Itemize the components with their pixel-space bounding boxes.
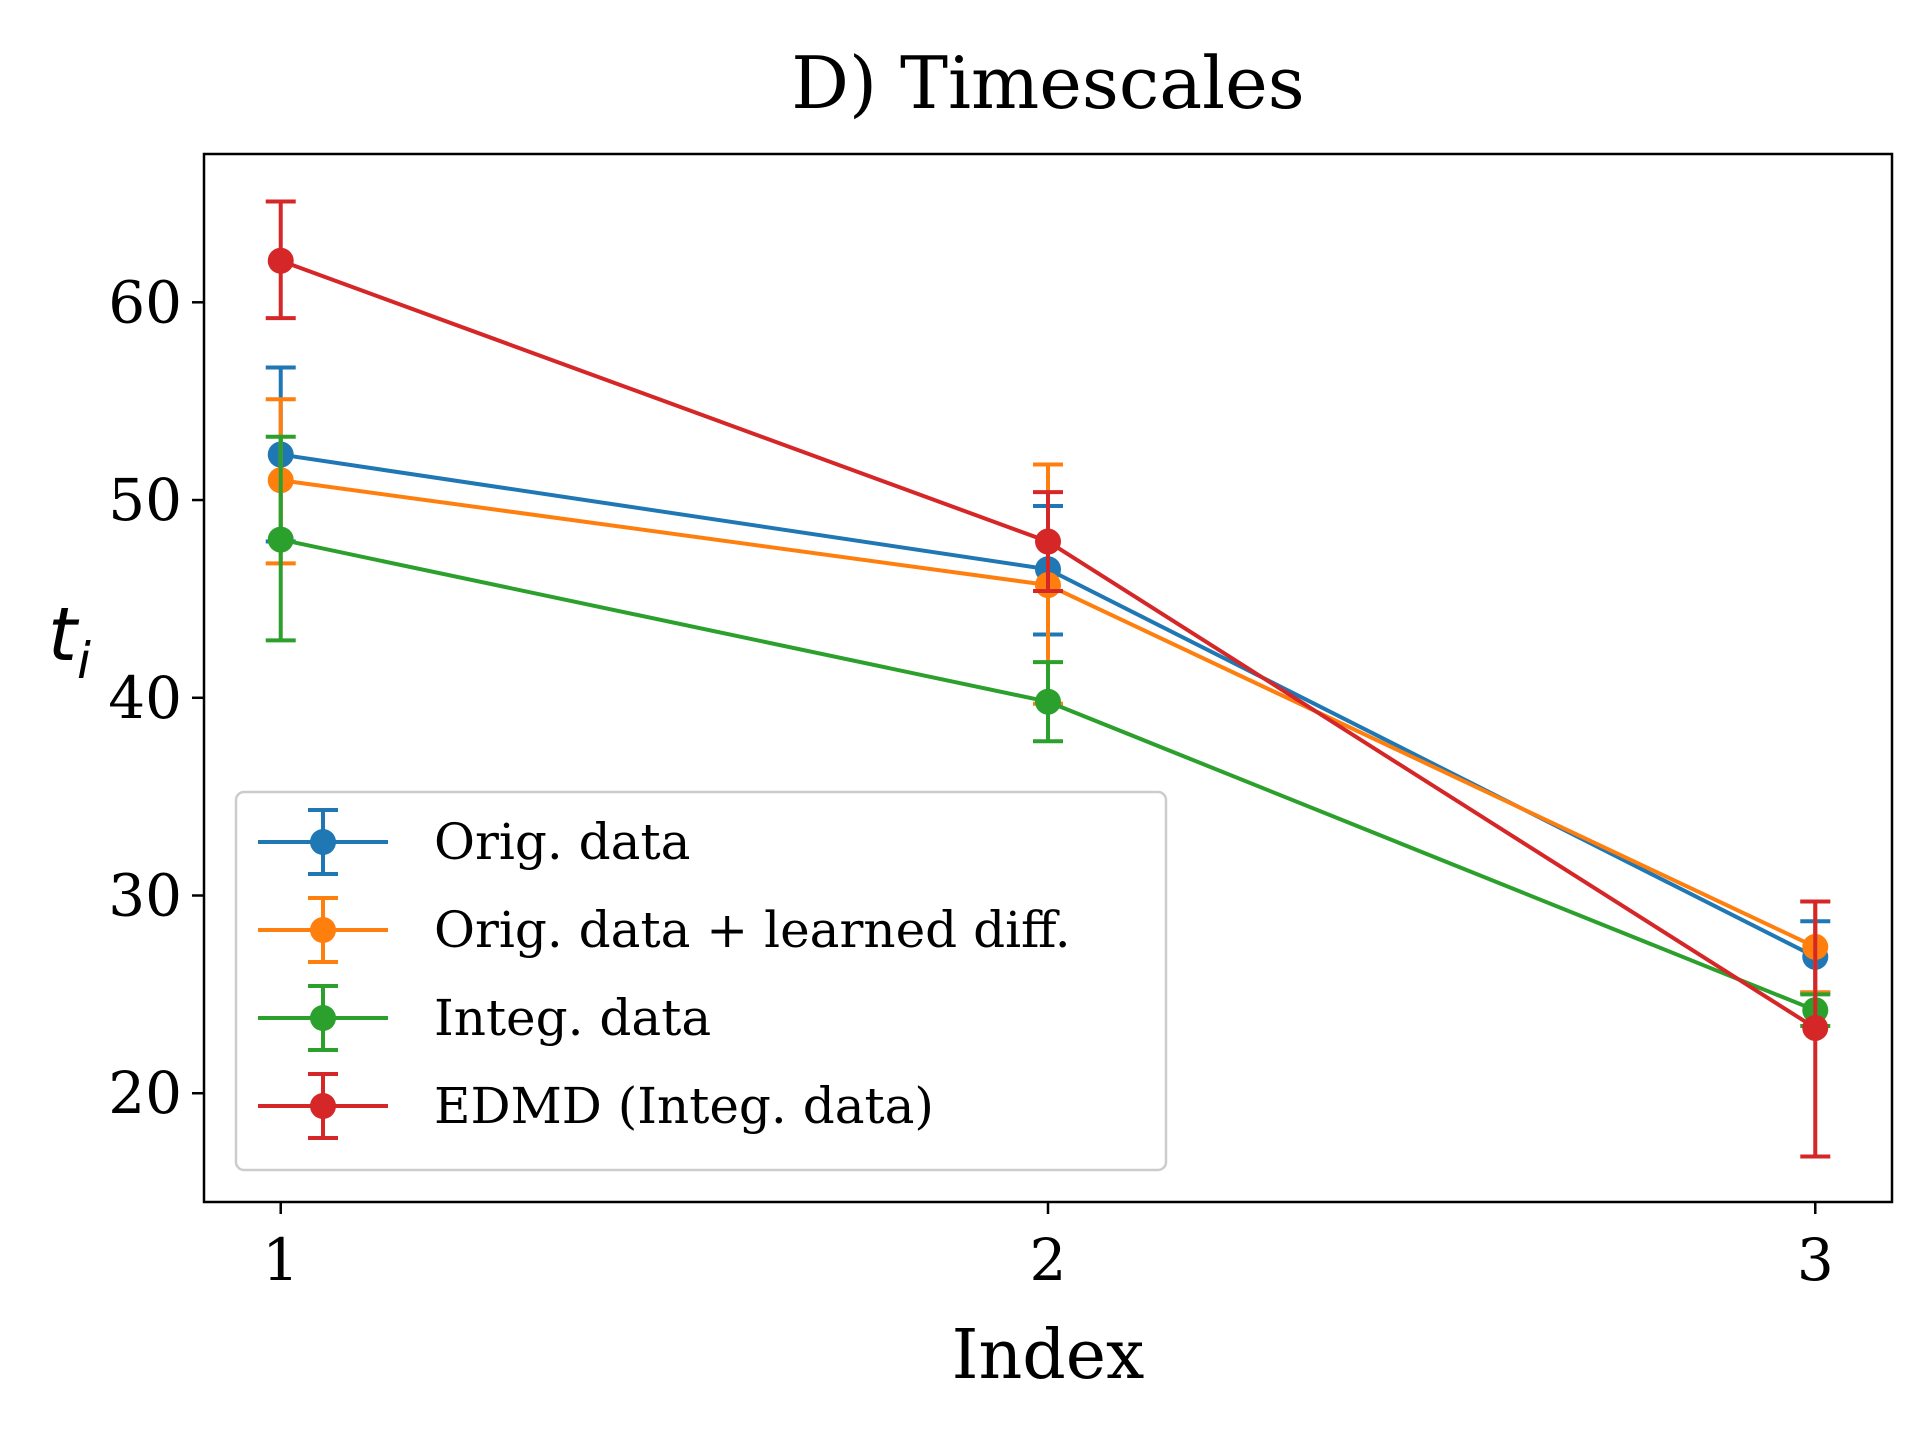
legend-marker <box>310 1005 336 1031</box>
legend-box <box>234 790 1168 1172</box>
y-axis-label-subscript: i <box>77 632 91 690</box>
axis-ticks: 20 30 40 50 60 1 2 3 <box>108 268 1834 1294</box>
legend-items: Orig. data Orig. data + learned diff. Inte… <box>258 808 1071 1140</box>
data-point <box>267 247 294 274</box>
x-axis-label: Index <box>952 1316 1145 1395</box>
y-tick-label: 60 <box>108 268 182 336</box>
legend-marker <box>310 1093 336 1119</box>
data-point <box>1802 1014 1829 1041</box>
y-tick-label: 20 <box>108 1059 182 1127</box>
y-tick-label: 30 <box>108 862 182 930</box>
y-tick-label: 50 <box>108 466 182 534</box>
y-axis-label-main: t <box>48 592 80 678</box>
plot-area <box>265 199 1831 1159</box>
legend: Orig. data Orig. data + learned diff. Inte… <box>234 790 1168 1172</box>
legend-label: EDMD (Integ. data) <box>434 1077 934 1135</box>
x-tick-label: 3 <box>1797 1226 1834 1294</box>
data-point <box>1035 528 1061 555</box>
x-tick-label: 1 <box>262 1226 299 1294</box>
data-point <box>267 526 294 553</box>
y-tick-label: 40 <box>108 664 182 732</box>
legend-marker <box>310 917 336 943</box>
x-tick-label: 2 <box>1030 1226 1067 1294</box>
chart-title: D) Timescales <box>791 41 1304 125</box>
legend-label: Integ. data <box>434 989 711 1047</box>
legend-entry: Orig. data + learned diff. <box>258 896 1071 964</box>
legend-entry: Integ. data <box>258 984 711 1052</box>
legend-label: Orig. data <box>434 813 690 871</box>
y-axis-label: ti <box>48 592 91 690</box>
legend-entry: EDMD (Integ. data) <box>258 1072 934 1140</box>
legend-marker <box>310 829 336 855</box>
series-3 <box>265 199 1831 1159</box>
data-point <box>1035 688 1061 715</box>
legend-entry: Orig. data <box>258 808 690 876</box>
legend-label: Orig. data + learned diff. <box>434 901 1071 959</box>
